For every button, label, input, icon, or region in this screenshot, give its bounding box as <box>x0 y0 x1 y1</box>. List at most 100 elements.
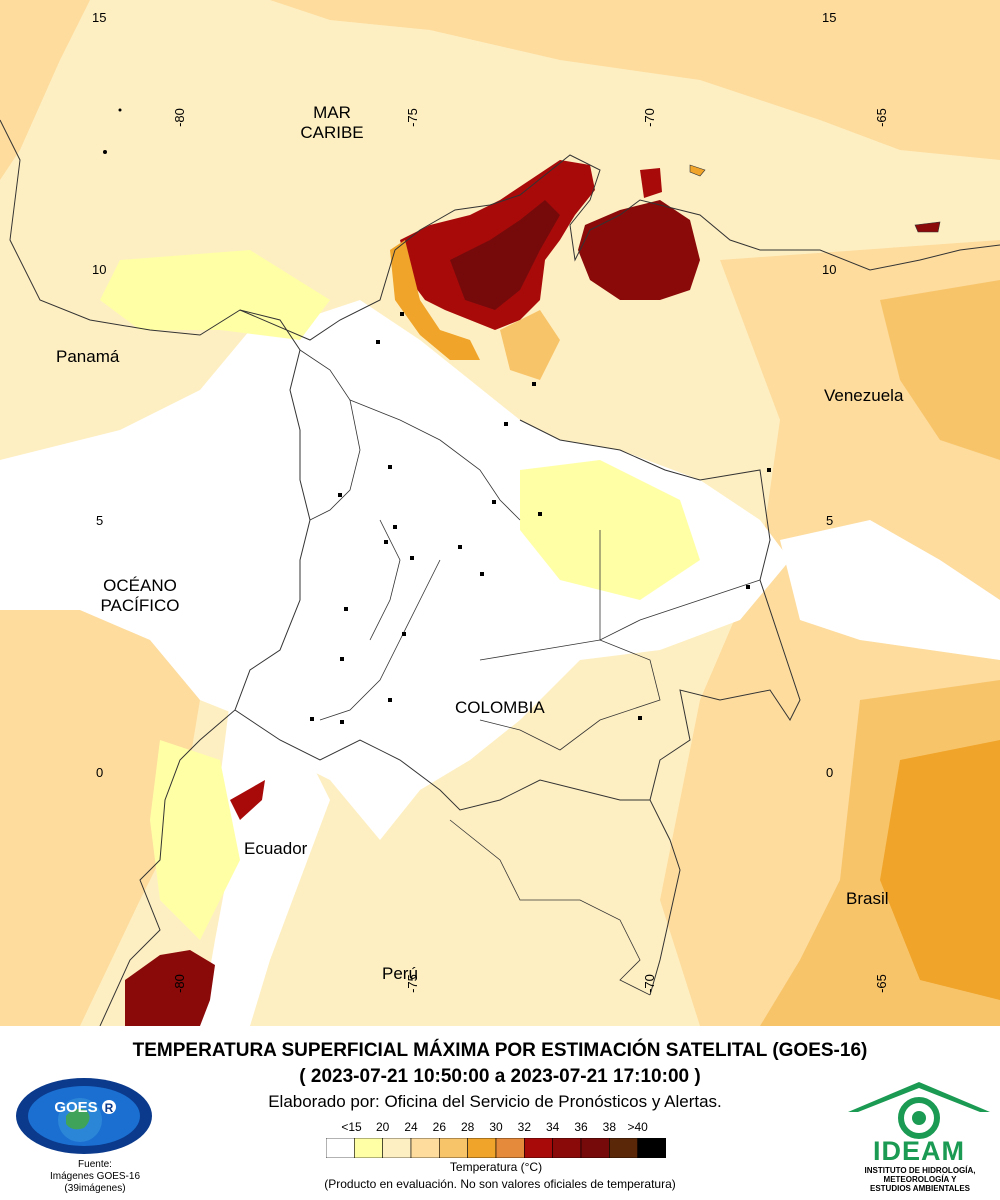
ideam-logo-graphic <box>848 1082 990 1139</box>
ideam-logo-roof <box>848 1082 990 1112</box>
hot-core-paraguana <box>640 168 662 198</box>
dept-border-4 <box>479 639 661 751</box>
legend-tick-label: >40 <box>627 1120 648 1134</box>
legend-tick-label: 24 <box>404 1120 418 1134</box>
goes-logo-r: R <box>105 1101 114 1115</box>
yellow-zone-llanos <box>520 460 700 600</box>
map-credit: Elaborado por: Oficina del Servicio de P… <box>268 1092 722 1111</box>
hot-core-caribe-dark <box>450 200 560 310</box>
dept-border-3 <box>599 530 761 641</box>
hot-spot-ecuador <box>230 780 265 820</box>
legend-tick-label: 28 <box>460 1120 475 1134</box>
ideam-subtitle-line1: INSTITUTO DE HIDROLOGÍA, <box>864 1166 976 1175</box>
label-brasil: Brasil <box>846 889 889 908</box>
city-marker <box>340 657 344 661</box>
venezuela-brasil-border <box>519 419 801 996</box>
city-marker <box>384 540 388 544</box>
source-images: Imágenes GOES-16 <box>49 1171 141 1182</box>
goes-logo: GOES R <box>14 1076 154 1161</box>
legend-swatch <box>524 1137 553 1159</box>
goes-logo-text: GOES <box>54 1099 97 1116</box>
legend-swatch <box>495 1137 525 1159</box>
lat-label-15-west: 15 <box>92 10 107 25</box>
ideam-name: IDEAM <box>873 1136 965 1166</box>
legend-tick-label: 20 <box>375 1120 390 1134</box>
city-marker <box>344 607 348 611</box>
legend-swatch <box>325 1137 355 1159</box>
city-marker <box>504 422 508 426</box>
disclaimer: (Producto en evaluación. No son valores … <box>324 1177 676 1191</box>
warm-rim-caribe <box>390 240 480 360</box>
island-margarita <box>914 221 941 233</box>
legend-swatch <box>552 1137 582 1159</box>
legend-tick-label: 34 <box>545 1120 560 1134</box>
legend-tick-label: 38 <box>602 1120 617 1134</box>
dept-border-5 <box>319 559 441 721</box>
label-mar-caribe-line1: MAR <box>313 103 351 122</box>
ideam-subtitle-line2: METEOROLOGÍA Y <box>883 1175 957 1185</box>
city-marker <box>767 468 771 472</box>
map-canvas <box>0 0 1000 1026</box>
city-marker <box>376 340 380 344</box>
goes-logo-land <box>66 1108 90 1130</box>
legend-tick-label: 36 <box>574 1120 588 1134</box>
ideam-subtitle-line3: ESTUDIOS AMBIENTALES <box>869 1184 970 1194</box>
lat-label-5-west: 5 <box>96 513 104 528</box>
ideam-logo <box>844 1078 994 1145</box>
legend-swatch <box>467 1137 497 1159</box>
legend-tick-label: <15 <box>341 1120 362 1134</box>
warm-rim-magdalena <box>500 310 560 380</box>
legend-swatch <box>580 1137 610 1159</box>
city-marker <box>400 312 404 316</box>
temperature-map: MAR CARIBE Panamá Venezuela OCÉANO PACÍF… <box>0 0 1000 1026</box>
lat-label-10-east: 10 <box>822 262 837 277</box>
city-marker <box>538 512 542 516</box>
legend-swatch <box>609 1137 638 1159</box>
ideam-subtitle: INSTITUTO DE HIDROLOGÍA, METEOROLOGÍA Y … <box>840 1166 1000 1194</box>
label-mar-caribe-line2: CARIBE <box>300 123 364 143</box>
legend-swatch <box>637 1137 667 1159</box>
label-oceano-line2: PACÍFICO <box>100 596 180 616</box>
caribbean-warm-band <box>270 0 1000 160</box>
cold-region-east <box>780 520 1000 660</box>
source-count: (39imágenes) <box>64 1183 126 1194</box>
lat-label-5-east: 5 <box>826 513 834 528</box>
city-marker <box>310 717 314 721</box>
city-marker <box>458 545 462 549</box>
lon-label-80-top: -80 <box>171 108 187 127</box>
brasil-hot-patch <box>880 740 1000 1000</box>
legend-ticks: <15 20 24 26 28 30 32 34 36 38 >40 <box>326 1120 666 1136</box>
lon-label-65-top: -65 <box>873 108 889 127</box>
label-panama: Panamá <box>56 347 120 366</box>
legend-colorbar <box>325 1137 667 1159</box>
yellow-zone-ecuador <box>150 740 240 940</box>
lon-label-80-bottom: -80 <box>171 974 187 993</box>
city-markers <box>310 312 771 724</box>
goes-logo-r-badge <box>102 1100 116 1114</box>
caribbean-coastline <box>239 154 1000 341</box>
city-marker <box>393 525 397 529</box>
lat-label-0-west: 0 <box>96 765 104 780</box>
cold-region-center <box>0 300 790 840</box>
legend-title: Temperatura (°C) <box>449 1160 543 1174</box>
dept-border-2 <box>349 399 521 521</box>
city-marker <box>410 556 414 560</box>
cold-region-andes-south <box>200 700 330 1026</box>
west-sea-band <box>0 0 90 180</box>
label-mar-caribe: MAR CARIBE <box>286 103 378 144</box>
lat-label-0-east: 0 <box>826 765 834 780</box>
map-title: TEMPERATURA SUPERFICIAL MÁXIMA POR ESTIM… <box>132 1040 868 1061</box>
legend-tick-label: 30 <box>489 1120 503 1134</box>
city-marker <box>388 465 392 469</box>
venezuela-warm-patch <box>880 280 1000 460</box>
lon-label-75-top: -75 <box>404 108 420 127</box>
label-ecuador: Ecuador <box>244 839 308 858</box>
map-footer: TEMPERATURA SUPERFICIAL MÁXIMA POR ESTIM… <box>0 1026 1000 1200</box>
map-period: ( 2023-07-21 10:50:00 a 2023-07-21 17:10… <box>299 1066 701 1087</box>
city-marker <box>338 493 342 497</box>
lat-label-10-west: 10 <box>92 262 107 277</box>
label-venezuela: Venezuela <box>824 386 904 405</box>
ideam-logo-eye <box>912 1111 926 1125</box>
legend-swatch <box>410 1137 440 1159</box>
label-oceano-line1: OCÉANO <box>103 576 177 595</box>
